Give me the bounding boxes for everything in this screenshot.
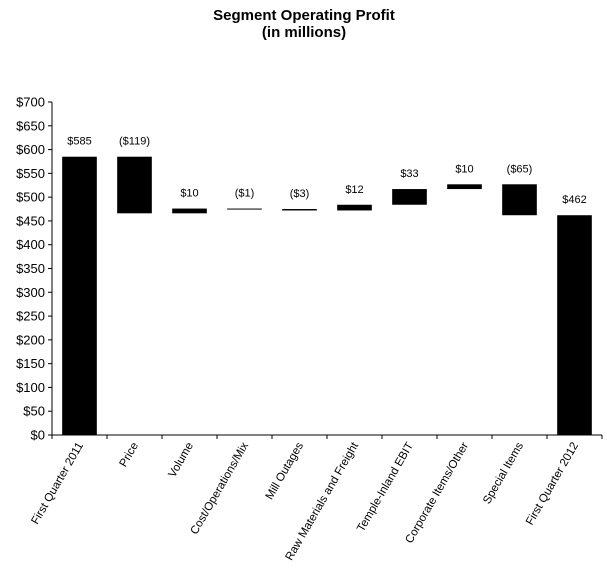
category-label: Corporate Items/Other (404, 440, 472, 545)
waterfall-bar (337, 204, 372, 211)
bar-value-label: $10 (180, 188, 198, 200)
bar-value-label: $585 (67, 136, 91, 148)
waterfall-bar (557, 215, 592, 435)
y-tick-label: $500 (16, 190, 45, 205)
y-tick-label: $0 (31, 428, 45, 443)
waterfall-bar (62, 156, 97, 435)
y-tick-label: $50 (23, 404, 45, 419)
category-labels: First Quarter 2011 Price VolumeCost/Operat… (29, 440, 581, 563)
waterfall-bar (392, 189, 427, 205)
waterfall-bar (502, 184, 537, 216)
y-tick-label: $150 (16, 356, 45, 371)
bar-value-label: ($119) (119, 136, 150, 148)
waterfall-bar (117, 156, 152, 214)
y-tick-label: $200 (16, 332, 45, 347)
y-tick-label: $350 (16, 261, 45, 276)
waterfall-bar (227, 208, 262, 210)
y-tick-label: $650 (16, 118, 45, 133)
bar-value-label: $12 (345, 184, 363, 196)
bar-value-label: ($65) (507, 163, 533, 175)
category-label: First Quarter 2011 (29, 441, 86, 527)
y-tick-label: $100 (16, 380, 45, 395)
waterfall-bar (172, 208, 207, 214)
bar-value-label: $462 (562, 194, 586, 206)
y-tick-label: $700 (16, 95, 45, 110)
waterfall-bar (447, 184, 482, 190)
y-tick-label: $400 (16, 237, 45, 252)
x-axis (51, 434, 603, 439)
y-tick-label: $550 (16, 166, 45, 181)
y-axis: $0 $50 $100 $150 $200 $250 $300 $350 $400 $450 $50… (16, 95, 53, 443)
waterfall-bar (282, 209, 317, 211)
category-label: Cost/Operations/Mix (189, 440, 252, 536)
bar-value-label: $33 (400, 168, 418, 180)
y-tick-label: $450 (16, 213, 45, 228)
category-label: First Quarter 2012 (524, 441, 581, 528)
y-tick-label: $600 (16, 142, 45, 157)
chart-subtitle: (in millions) (262, 24, 346, 41)
category-label: Price (118, 441, 141, 470)
category-label: Temple-Inland EBIT (355, 441, 416, 534)
bars (62, 156, 592, 435)
y-tick-label: $250 (16, 309, 45, 324)
chart-title: Segment Operating Profit (213, 7, 395, 24)
category-label: Special Items (481, 440, 526, 506)
bar-value-label: ($1) (235, 188, 255, 200)
y-tick-label: $300 (16, 285, 45, 300)
bar-value-label: ($3) (290, 188, 310, 200)
data-labels: $585 ($119) $10 ($1) ($3) $12 $33 $10 ($65) $462 (67, 136, 586, 207)
bar-value-label: $10 (455, 163, 473, 175)
category-label: Mill Outages (264, 440, 306, 502)
category-label: Volume (167, 441, 197, 480)
